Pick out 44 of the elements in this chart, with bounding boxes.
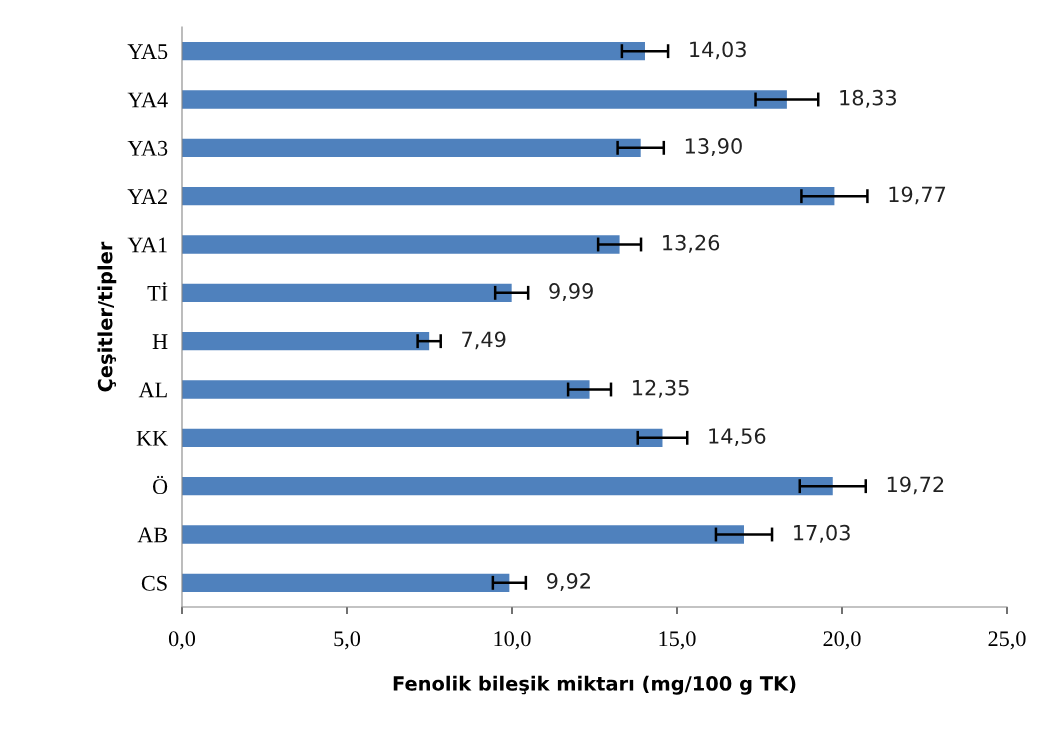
data-label: 19,72 [887,476,944,495]
y-tick-label: KK [136,430,168,446]
data-label: 19,77 [889,186,946,205]
y-tick-label: AL [138,382,167,398]
bar [182,90,787,109]
y-tick-label: YA3 [127,140,168,156]
y-tick-label: CS [141,575,167,591]
bar [182,235,620,254]
y-tick-label: YA5 [127,44,168,60]
data-label: 7,49 [462,331,506,350]
data-label: 9,99 [549,283,593,301]
x-tick-label: 25,0 [988,631,1026,650]
y-tick-label: H [152,334,168,349]
data-label: 13,90 [685,138,742,156]
y-tick-label: Tİ [147,282,168,301]
y-tick-label: YA1 [127,237,167,253]
data-label: 18,33 [840,89,897,108]
x-tick-label: 20,0 [823,631,861,650]
x-tick-label: 10,0 [494,631,531,650]
y-axis-title: Çeşitler/tipler [97,241,117,392]
bar [182,476,833,496]
y-tick-label: YA4 [127,92,168,108]
x-tick-label: 0,0 [168,631,196,650]
data-label: 14,03 [690,41,746,60]
data-label: 17,03 [794,524,850,543]
bar [182,573,510,593]
y-tick-label: YA2 [127,189,167,204]
x-tick-label: 5,0 [334,631,361,650]
data-label: 14,56 [709,428,766,446]
bar [182,525,744,544]
y-tick-label: AB [137,527,168,543]
bar [182,138,641,158]
bar [182,41,645,61]
data-label: 13,26 [663,234,720,253]
bar [182,380,590,399]
bar [182,283,512,303]
bar [182,331,430,351]
x-tick-label: 15,0 [659,631,696,650]
y-tick-label: Ö [152,475,168,495]
x-axis-title: Fenolik bileşik miktarı (mg/100 g TK) [393,675,796,695]
data-label: 9,92 [546,573,590,591]
bar [182,186,835,206]
data-label: 12,35 [633,379,689,398]
bar [182,428,663,448]
